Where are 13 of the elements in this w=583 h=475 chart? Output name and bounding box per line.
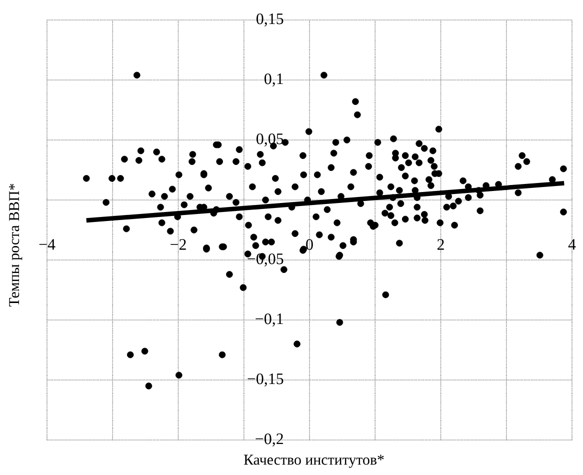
x-tick-label: −4 bbox=[39, 239, 56, 250]
x-tick-label: 2 bbox=[437, 239, 444, 250]
y-axis-title: Темпы роста ВВП* bbox=[9, 184, 22, 307]
x-axis-title: Качество институтов* bbox=[244, 454, 384, 468]
y-tick-label: −0,1 bbox=[256, 313, 283, 327]
y-tick-label: 0,05 bbox=[256, 133, 284, 147]
x-tick-label: 0 bbox=[306, 239, 313, 250]
y-tick-label: 0,1 bbox=[264, 73, 283, 87]
x-tick-label: −2 bbox=[170, 239, 186, 250]
y-tick-label: −0,2 bbox=[256, 433, 283, 447]
y-tick-label: 0,15 bbox=[256, 13, 284, 27]
y-tick-label: −0,15 bbox=[248, 373, 284, 387]
x-tick-label: 4 bbox=[568, 239, 576, 250]
